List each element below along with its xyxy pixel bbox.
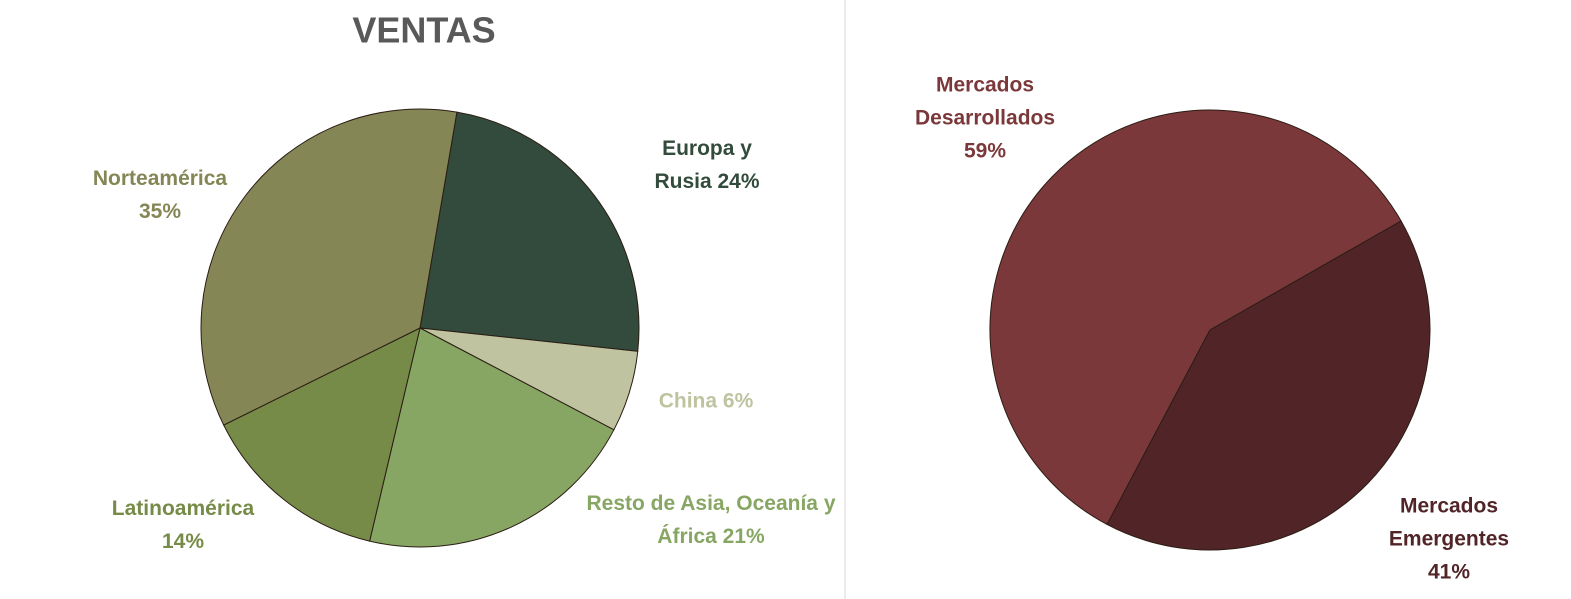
- pie-slice: [1106, 220, 1431, 551]
- label-part: 21%: [722, 525, 765, 548]
- label-part: China: [658, 389, 718, 413]
- label-part: Norteamérica: [92, 167, 228, 190]
- label-part: 41%: [1427, 560, 1471, 584]
- label-part: Europa y Rusia: [654, 137, 752, 193]
- pie-slice: [419, 111, 640, 352]
- slice-label: Mercados Emergentes 41%: [1384, 490, 1514, 589]
- label-part: 14%: [161, 530, 205, 553]
- label-part: 35%: [138, 200, 182, 223]
- slice-label: Europa y Rusia 24%: [650, 132, 765, 198]
- label-part: 6%: [722, 389, 754, 413]
- label-part: Mercados Desarrollados: [914, 73, 1056, 130]
- slice-label: Latinoamérica 14%: [103, 492, 263, 558]
- slice-label: Resto de Asia, Oceanía y África 21%: [580, 487, 842, 553]
- slice-label: Mercados Desarrollados 59%: [910, 69, 1060, 168]
- chart-title: VENTAS: [352, 10, 495, 51]
- pie-slice: [369, 327, 615, 548]
- label-part: Resto de Asia, Oceanía y África: [586, 492, 836, 548]
- label-part: 59%: [963, 139, 1007, 163]
- slice-label: China 6%: [646, 385, 766, 418]
- label-part: 24%: [717, 170, 760, 193]
- slice-label: Norteamérica 35%: [80, 162, 240, 228]
- pie-slice: [989, 109, 1402, 526]
- pie-slice: [222, 327, 421, 542]
- label-part: Latinoamérica: [111, 497, 255, 520]
- pie-slice: [200, 108, 458, 426]
- label-part: Mercados Emergentes: [1388, 494, 1510, 551]
